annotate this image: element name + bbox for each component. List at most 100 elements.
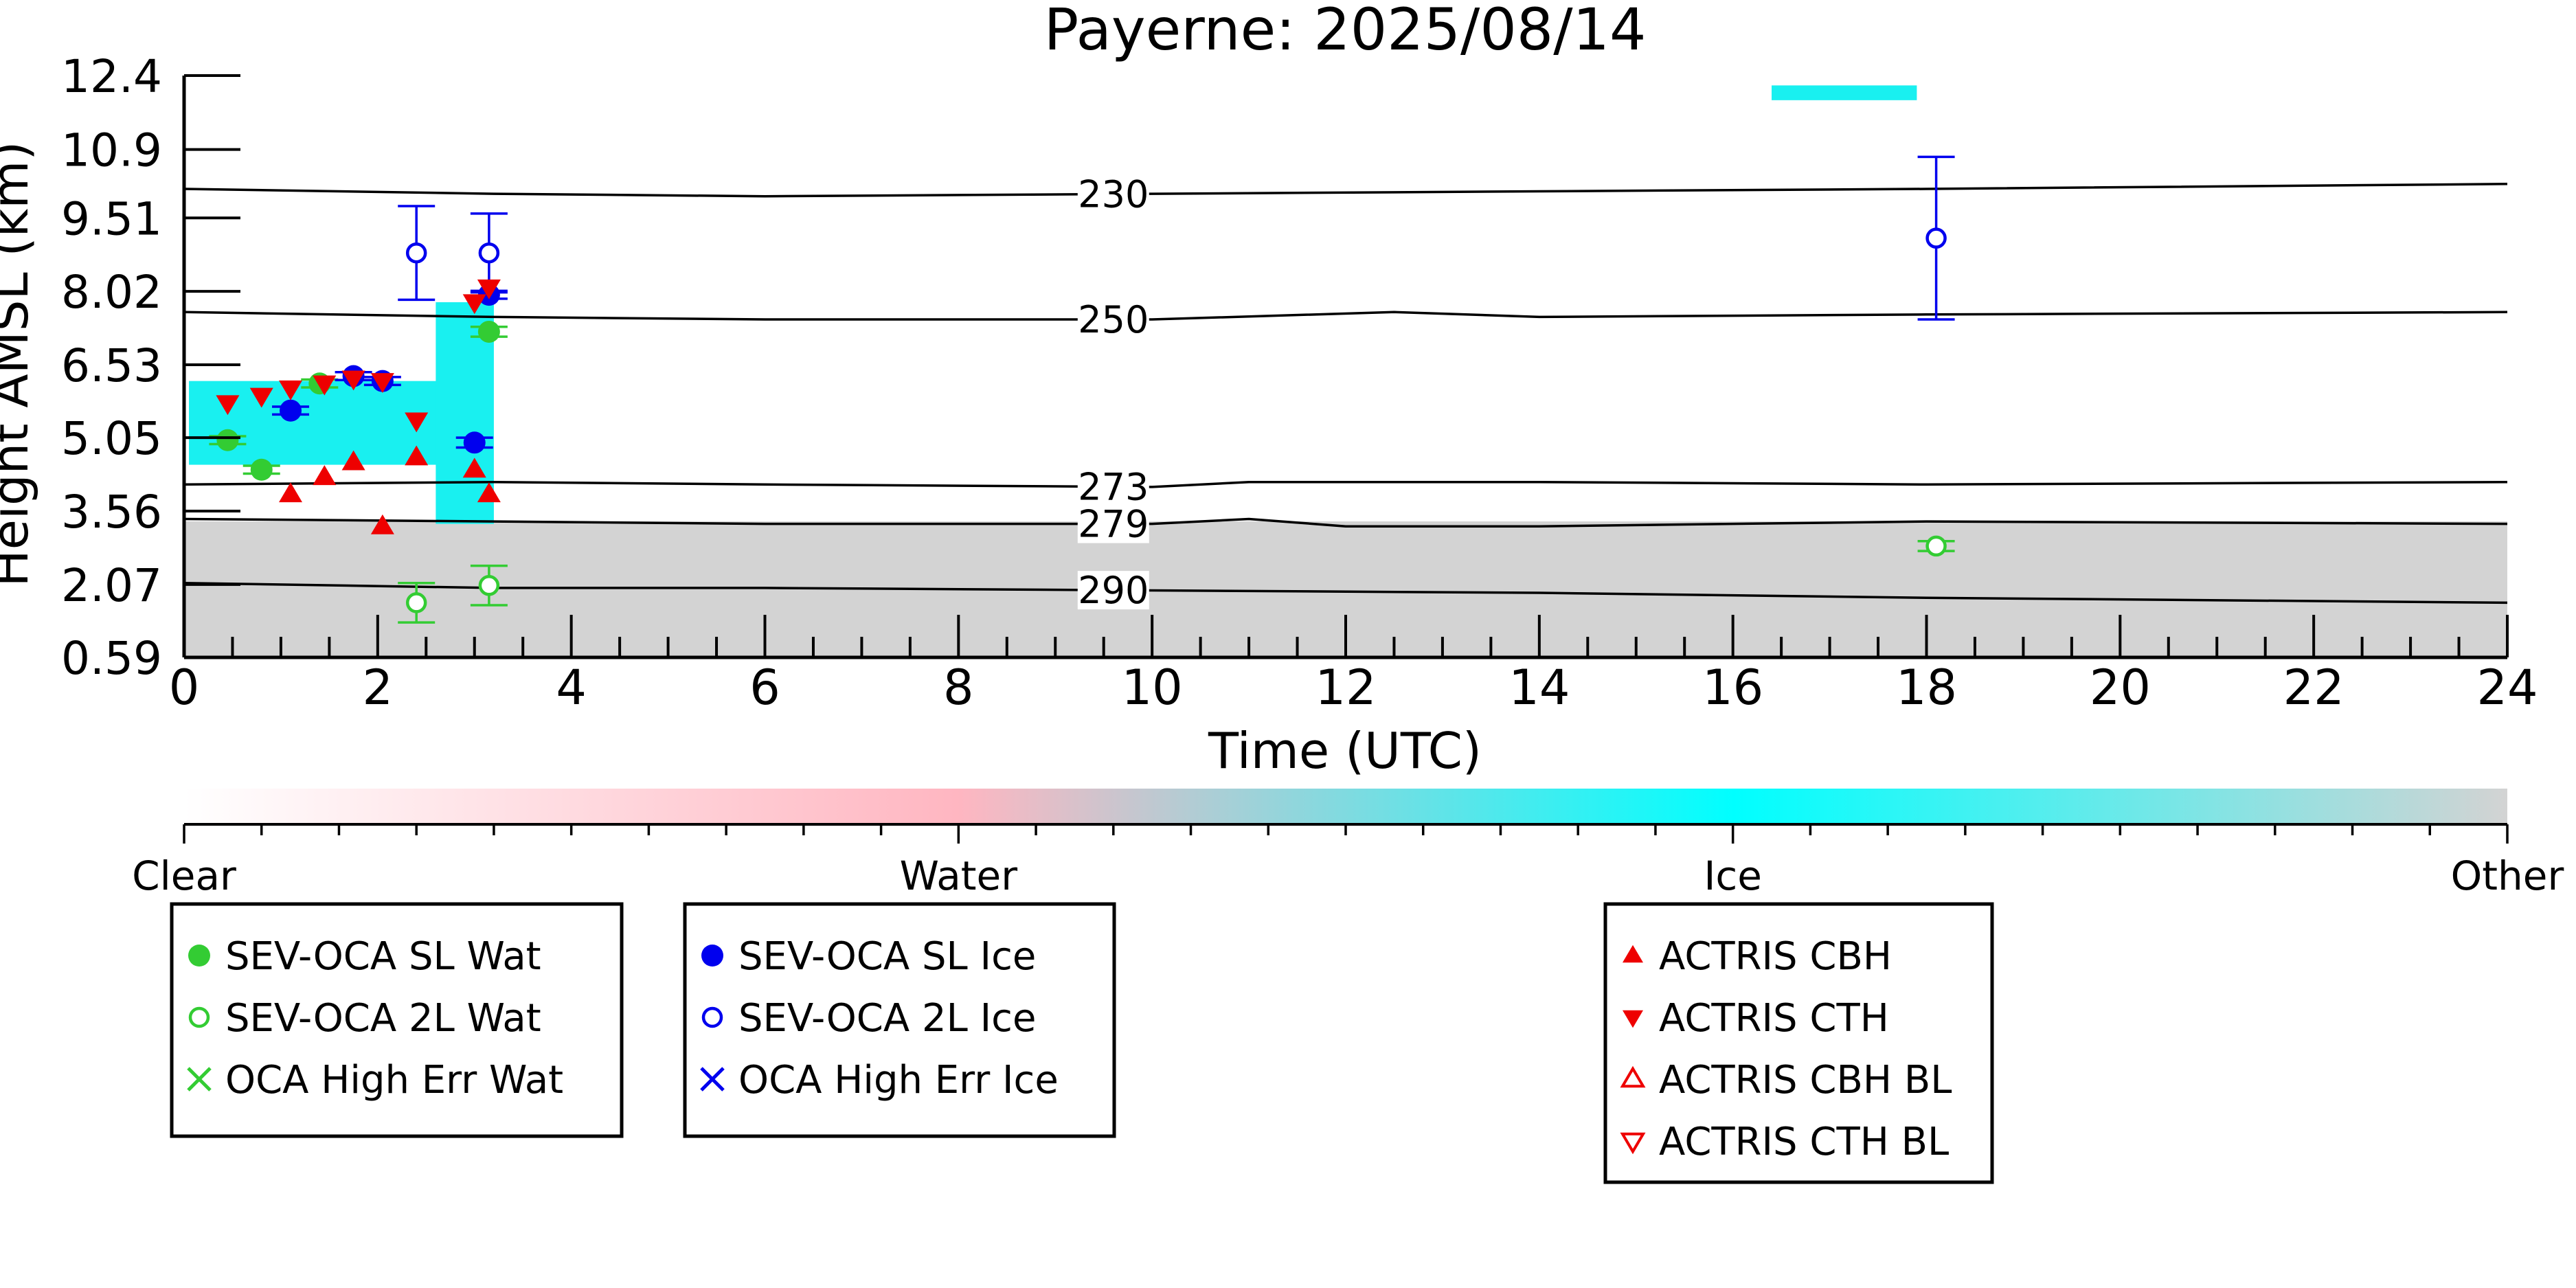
legend-frame — [683, 902, 1116, 1138]
x-tick-label-20: 20 — [2090, 659, 2151, 716]
y-axis-ticks: 0.59 2.07 3.56 5.05 6.53 8.02 9.51 10.9 12.4 — [61, 50, 240, 685]
y-tick-label-6.53: 6.53 — [61, 339, 162, 392]
point-actris-cbh-2 — [341, 450, 365, 471]
y-tick-label-0.59: 0.59 — [61, 632, 162, 685]
x-tick-label-8: 8 — [943, 659, 974, 716]
isotherm-line-230 — [184, 183, 2507, 198]
legend-label-actris-cth-bl: ACTRIS CTH BL — [1659, 1120, 1949, 1164]
x-tick-label-6: 6 — [749, 659, 780, 716]
x-tick-label-4: 4 — [556, 659, 587, 716]
point-sev-oca-2l-ice-0 — [405, 242, 427, 264]
colorbar: Clear Water Ice Other — [132, 789, 2564, 899]
colorbar-label-clear: Clear — [132, 852, 236, 899]
x-tick-label-22: 22 — [2283, 659, 2345, 716]
x-tick-label-2: 2 — [363, 659, 394, 716]
point-sev-oca-sl-wat-0 — [216, 429, 239, 451]
point-actris-cth-1 — [249, 387, 273, 408]
point-actris-cbh-3 — [370, 514, 394, 534]
isotherm-label-bg-230 — [1077, 174, 1149, 214]
x-tick-label-18: 18 — [1896, 659, 1957, 716]
point-sev-oca-sl-ice-3 — [463, 431, 486, 454]
point-actris-cth-7 — [462, 294, 486, 315]
legend-box-1: SEV-OCA SL Wat SEV-OCA 2L Wat OCA High Err… — [170, 902, 624, 1138]
legend-label-oca-high-err-ice: OCA High Err Ice — [738, 1058, 1059, 1103]
point-sev-oca-sl-ice-0 — [280, 399, 302, 422]
isotherm-label-279: 279 — [1078, 503, 1149, 546]
y-tick-label-12.4: 12.4 — [61, 50, 162, 103]
x-tick-label-24: 24 — [2476, 659, 2538, 716]
y-axis-label: Height AMSL (km) — [0, 142, 39, 587]
legend-label-sev-oca-2l-wat: SEV-OCA 2L Wat — [225, 996, 541, 1041]
isotherm-label-bg-290 — [1077, 571, 1149, 610]
legend-label-oca-high-err-wat: OCA High Err Wat — [225, 1058, 563, 1103]
legend-label-sev-oca-2l-ice: SEV-OCA 2L Ice — [738, 996, 1036, 1041]
y-tick-label-9.51: 9.51 — [61, 192, 162, 245]
legend-label-actris-cth: ACTRIS CTH — [1659, 996, 1889, 1041]
y-tick-label-8.02: 8.02 — [61, 266, 162, 319]
point-actris-cth-6 — [405, 412, 429, 433]
legend-marker-actris-cbh — [1623, 945, 1643, 963]
isotherm-label-230: 230 — [1078, 172, 1149, 216]
point-sev-oca-2l-ice-2 — [1925, 227, 1947, 249]
legend-box-3: ACTRIS CBH ACTRIS CTH ACTRIS CBH BL ACTRIS … — [1603, 902, 1994, 1184]
point-sev-oca-2l-wat-1 — [478, 575, 500, 596]
point-actris-cth-8 — [477, 279, 501, 300]
isotherm-line-250 — [184, 310, 2507, 321]
point-actris-cbh-0 — [279, 482, 303, 503]
x-tick-label-16: 16 — [1702, 659, 1763, 716]
x-tick-label-10: 10 — [1122, 659, 1183, 716]
x-tick-label-0: 0 — [169, 659, 200, 716]
isotherm-line-279 — [184, 517, 2507, 528]
region-ice-1 — [189, 381, 446, 465]
x-axis-label: Time (UTC) — [1208, 722, 1482, 780]
x-tick-label-12: 12 — [1315, 659, 1376, 716]
colorbar-label-other: Other — [2451, 852, 2564, 899]
legend-marker-oca-high-err-ice — [700, 1067, 725, 1092]
x-tick-label-14: 14 — [1509, 659, 1570, 716]
chart-title: Payerne: 2025/08/14 — [1044, 0, 1647, 63]
legend-marker-actris-cth-bl — [1620, 1132, 1646, 1155]
colorbar-label-water: Water — [900, 852, 1018, 899]
legend-marker-sev-oca-sl-ice — [701, 945, 723, 967]
x-axis-ticks: 0 2 4 6 8 10 12 14 16 18 20 22 24 — [169, 615, 2538, 716]
y-tick-label-3.56: 3.56 — [61, 486, 162, 539]
legend-marker-sev-oca-2l-ice — [701, 1006, 723, 1028]
point-sev-oca-sl-wat-3 — [477, 320, 500, 343]
point-sev-oca-2l-wat-0 — [405, 592, 427, 613]
point-actris-cbh-4 — [405, 445, 429, 466]
isotherm-line-273 — [184, 480, 2507, 488]
legend-label-actris-cbh: ACTRIS CBH — [1659, 934, 1892, 979]
point-actris-cth-5 — [370, 373, 394, 393]
legend-label-sev-oca-sl-ice: SEV-OCA SL Ice — [738, 934, 1036, 979]
legend-frame — [1603, 902, 1994, 1184]
legend-label-sev-oca-sl-wat: SEV-OCA SL Wat — [225, 934, 541, 979]
legend-marker-actris-cbh-bl — [1620, 1065, 1646, 1088]
region-ice-3 — [1772, 85, 1917, 100]
legend-marker-sev-oca-sl-wat — [188, 945, 210, 967]
y-tick-label-10.9: 10.9 — [61, 124, 162, 177]
y-tick-label-2.07: 2.07 — [61, 559, 162, 612]
point-actris-cbh-1 — [313, 465, 337, 486]
isotherm-label-273: 273 — [1078, 465, 1149, 508]
point-actris-cth-0 — [216, 395, 240, 416]
isotherm-label-bg-273 — [1077, 467, 1149, 506]
isotherm-label-250: 250 — [1078, 298, 1149, 341]
legend-frame — [170, 902, 624, 1138]
legend-label-actris-cbh-bl: ACTRIS CBH BL — [1659, 1058, 1952, 1103]
point-sev-oca-2l-wat-2 — [1925, 535, 1947, 557]
classification-regions — [184, 85, 2507, 657]
point-actris-cth-3 — [313, 375, 337, 396]
legend-marker-sev-oca-2l-wat — [188, 1006, 210, 1028]
point-sev-oca-sl-wat-1 — [250, 458, 273, 481]
point-actris-cbh-6 — [477, 482, 501, 503]
isotherm-label-290: 290 — [1078, 569, 1149, 612]
y-tick-label-5.05: 5.05 — [61, 412, 162, 465]
point-actris-cth-4 — [341, 370, 365, 391]
isotherm-label-bg-279 — [1077, 504, 1149, 543]
legend-box-2: SEV-OCA SL Ice SEV-OCA 2L Ice OCA High Err… — [683, 902, 1116, 1138]
colorbar-gradient — [184, 789, 2507, 824]
legend-marker-oca-high-err-wat — [187, 1067, 212, 1092]
colorbar-label-ice: Ice — [1704, 852, 1762, 899]
